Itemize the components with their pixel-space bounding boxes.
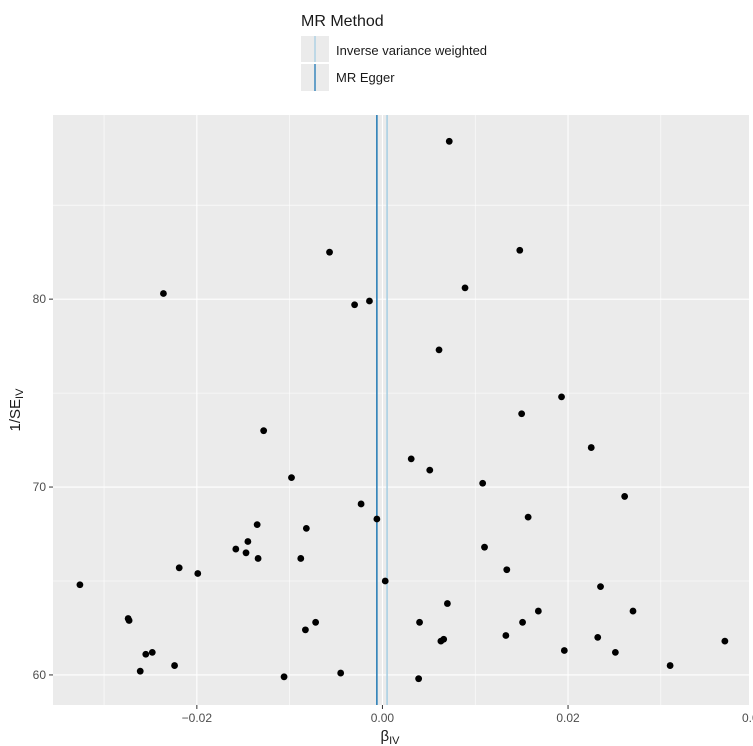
data-point xyxy=(253,521,261,529)
data-point xyxy=(175,564,183,572)
data-point xyxy=(366,297,373,305)
data-point xyxy=(326,248,333,256)
data-point xyxy=(357,500,365,508)
data-point xyxy=(560,647,568,654)
data-point xyxy=(244,538,252,545)
data-point xyxy=(629,607,637,615)
data-point xyxy=(351,301,358,309)
data-point xyxy=(587,444,595,451)
y-tick-label: 70 xyxy=(33,480,47,494)
data-point xyxy=(594,633,602,641)
data-point xyxy=(125,617,133,624)
data-point xyxy=(519,618,526,626)
data-point xyxy=(444,600,451,607)
x-axis-ticks: −0.02 0.00 0.02 0.04 xyxy=(182,705,753,725)
data-point xyxy=(534,607,542,615)
data-point xyxy=(194,570,202,577)
data-point xyxy=(435,346,443,354)
data-point xyxy=(415,675,423,683)
data-point xyxy=(232,545,240,553)
x-axis-title: βIV xyxy=(380,728,400,746)
data-point xyxy=(516,246,524,254)
data-point xyxy=(666,662,674,669)
data-point xyxy=(611,648,619,656)
x-tick-label: −0.02 xyxy=(182,711,213,725)
x-tick-label: 0.02 xyxy=(556,711,580,725)
x-tick-label: 0.04 xyxy=(742,711,753,725)
data-point xyxy=(445,137,453,145)
data-point xyxy=(621,493,629,500)
data-point xyxy=(312,618,320,626)
data-point xyxy=(297,555,305,562)
legend-title: MR Method xyxy=(301,13,384,30)
data-point xyxy=(242,549,250,557)
y-tick-label: 60 xyxy=(33,668,47,682)
x-tick-label: 0.00 xyxy=(371,711,395,725)
data-point xyxy=(160,290,167,297)
legend-label-ivw: Inverse variance weighted xyxy=(336,43,487,58)
data-point xyxy=(260,427,268,435)
data-point xyxy=(437,637,445,645)
data-point xyxy=(381,577,389,585)
data-point xyxy=(302,626,309,634)
y-axis-title: 1/SEIV xyxy=(7,388,26,432)
legend-label-egger: MR Egger xyxy=(336,70,395,85)
data-point xyxy=(254,555,262,562)
data-point xyxy=(142,650,150,658)
data-point xyxy=(597,583,604,591)
data-point xyxy=(721,637,729,645)
data-point xyxy=(558,393,565,401)
data-point xyxy=(337,669,345,677)
y-axis-ticks: 60 70 80 xyxy=(33,292,53,682)
data-point xyxy=(518,410,526,418)
data-point xyxy=(461,284,469,292)
data-point xyxy=(502,632,510,639)
data-point xyxy=(288,474,295,482)
plot-panel xyxy=(53,115,749,705)
data-point xyxy=(407,455,415,463)
y-tick-label: 80 xyxy=(33,292,47,306)
data-point xyxy=(481,543,488,551)
data-point xyxy=(171,662,178,669)
data-point xyxy=(373,515,381,523)
data-point xyxy=(503,566,511,574)
data-point xyxy=(524,513,532,521)
data-point xyxy=(302,524,310,532)
data-point xyxy=(416,618,423,626)
data-point xyxy=(426,466,434,474)
data-point xyxy=(76,581,84,589)
method-lines xyxy=(376,115,388,705)
legend: MR Method Inverse variance weighted MR E… xyxy=(301,13,487,91)
grid-lines xyxy=(53,115,749,705)
data-point xyxy=(136,667,144,675)
data-point xyxy=(280,673,288,681)
data-point xyxy=(479,479,487,487)
data-points xyxy=(76,137,729,683)
data-point xyxy=(148,648,156,656)
